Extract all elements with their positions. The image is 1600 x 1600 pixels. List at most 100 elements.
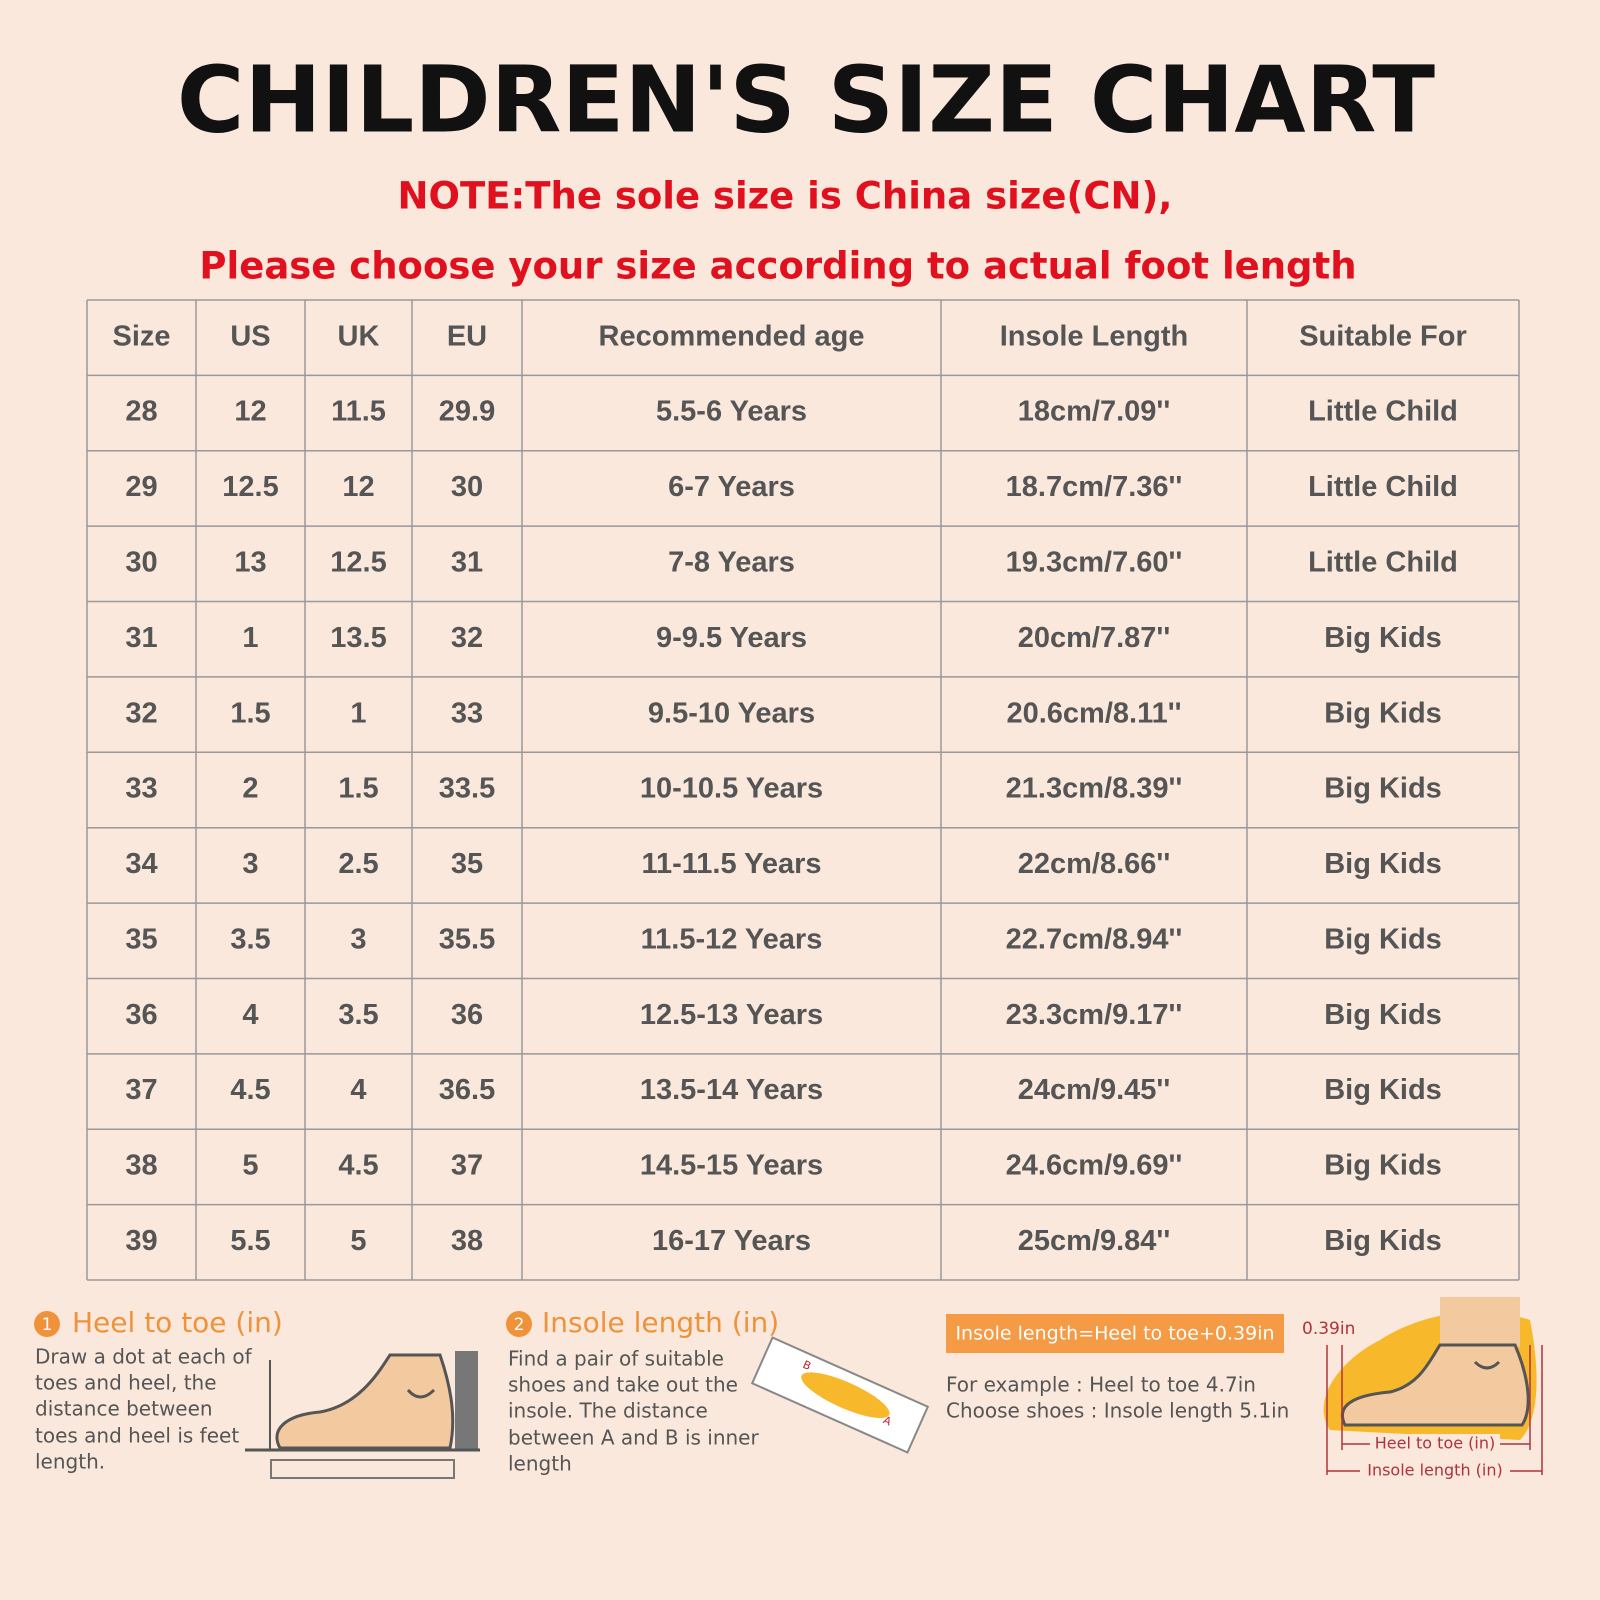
column-header: UK [338,320,380,352]
cell: 36 [125,999,157,1031]
cell: 20.6cm/8.11'' [1006,697,1181,729]
cell: 9.5-10 Years [648,697,815,729]
cell: 30 [125,547,157,579]
cell: 20cm/7.87'' [1018,622,1170,654]
formula-box [946,1314,1284,1353]
column-header: Suitable For [1299,320,1467,352]
measure-diagram: 0.39in Heel to toe (in) Insole length (i… [1302,1297,1543,1481]
cell: 2 [242,773,258,805]
cell: 11-11.5 Years [641,848,821,880]
cell: 1 [242,622,258,654]
cell: 9-9.5 Years [656,622,807,654]
insole [801,1372,890,1419]
cell: 35 [451,848,483,880]
cell: 36.5 [439,1074,495,1106]
step-number: 2 [514,1315,525,1335]
note: Please choose your size according to act… [199,245,1356,288]
column-header: Recommended age [599,320,865,352]
step-badge [34,1311,60,1337]
example-line: Choose shoes : Insole length 5.1in [946,1399,1289,1423]
formula: Insole length=Heel to toe+0.39in [955,1323,1274,1345]
cell: 5 [242,1150,258,1182]
foot [1341,1343,1530,1427]
cell: 4 [350,1074,366,1106]
cell: 12.5 [222,471,278,503]
table: Size US UK EU Recommended age Insole Length Su… [86,299,1520,1281]
cell: 35 [125,923,157,955]
cell: Big Kids [1324,848,1442,880]
dimension-label: Insole length (in) [1367,1461,1503,1480]
cell: 3.5 [338,999,378,1031]
step-text: Draw a dot at each of toes and heel, the… [35,1345,253,1474]
cell: 28 [125,396,157,428]
label-bg [1360,1461,1510,1481]
cell: 3.5 [230,923,270,955]
cell: 18cm/7.09'' [1018,396,1170,428]
cell: Big Kids [1324,622,1442,654]
insole-illustration: B A [750,1336,930,1454]
cell: 11.5-12 Years [641,923,823,955]
cell: 3 [242,848,258,880]
cell: 12.5 [330,547,386,579]
cell: 30 [451,471,483,503]
cell: 1 [350,697,366,729]
text-line: toes and heel is feet [35,1424,239,1448]
cell: 38 [125,1150,157,1182]
cell: 24cm/9.45'' [1018,1074,1170,1106]
cell: Big Kids [1324,1150,1442,1182]
column-header: EU [447,320,487,352]
cell: 33.5 [439,773,495,805]
cell: 34 [125,848,157,880]
title: CHILDREN'S SIZE CHART [177,46,1435,153]
cell: 1.5 [230,697,270,729]
text-line: Draw a dot at each of [35,1345,253,1369]
step-title: Insole length (in) [542,1306,779,1339]
cell: 14.5-15 Years [640,1150,823,1182]
cell: 4.5 [338,1150,378,1182]
cell: 12 [342,471,374,503]
cell: 39 [125,1225,157,1257]
cell: 5.5 [230,1225,270,1257]
gap-label: 0.39in [1302,1319,1355,1339]
cell: 4.5 [230,1074,270,1106]
cell: 22cm/8.66'' [1018,848,1170,880]
text-line: between A and B is inner [508,1426,759,1450]
cell: 12.5-13 Years [640,999,823,1031]
cell: 22.7cm/8.94'' [1006,923,1183,955]
cell: 35.5 [439,923,495,955]
note: NOTE:The sole size is China size(CN), [398,175,1173,218]
step-number: 1 [42,1315,53,1335]
cell: 31 [451,547,483,579]
text-line: insole. The distance [508,1399,708,1423]
cell: 10-10.5 Years [640,773,823,805]
cell: 5 [350,1225,366,1257]
cell: 38 [451,1225,483,1257]
cell: 18.7cm/7.36'' [1006,471,1183,503]
cell: 11.5 [331,396,386,428]
cell: Big Kids [1324,697,1442,729]
cell: Little Child [1308,396,1458,428]
column-header: US [230,320,270,352]
cell: 21.3cm/8.39'' [1006,773,1183,805]
cell: 37 [125,1074,157,1106]
cell: 32 [451,622,483,654]
cell: 31 [125,622,157,654]
cell: Little Child [1308,471,1458,503]
text-line: distance between [35,1397,213,1421]
cell: 23.3cm/9.17'' [1006,999,1183,1031]
cell: 33 [451,697,483,729]
column-header: Size [112,320,170,352]
ankle [406,1388,436,1399]
cell: 7-8 Years [668,547,795,579]
foot [275,1353,455,1450]
example-line: For example : Heel to toe 4.7in [946,1373,1256,1397]
cell: 19.3cm/7.60'' [1006,547,1183,579]
cell: 25cm/9.84'' [1018,1225,1170,1257]
cell: Big Kids [1324,773,1442,805]
step-title: Heel to toe (in) [72,1306,283,1339]
text-line: shoes and take out the [508,1373,738,1397]
cell: 12 [234,396,266,428]
dimension-label: Heel to toe (in) [1375,1434,1495,1453]
